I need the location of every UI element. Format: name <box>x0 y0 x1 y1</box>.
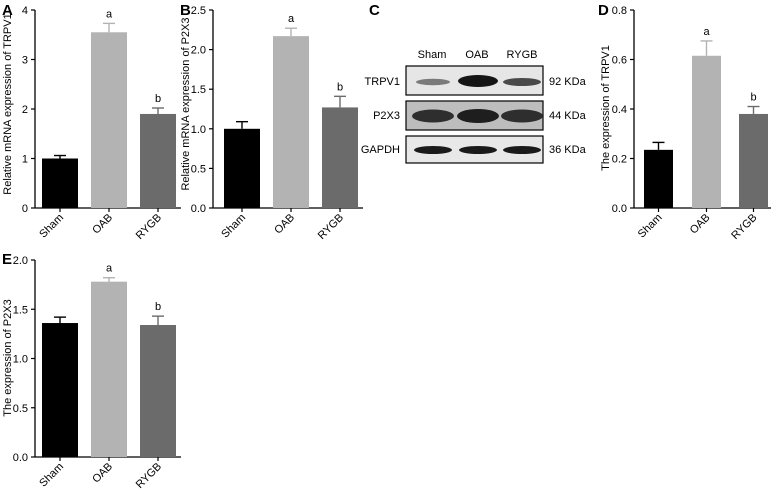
panel-letter-e: E <box>2 251 12 268</box>
panel-a-y-axis-label: Relative mRNA expression of TRPV1 <box>2 13 14 194</box>
panel-b-y-tick-label: 1.5 <box>191 84 206 96</box>
panel-d-y-tick-label: 0.4 <box>612 104 627 116</box>
panel-d-x-tick-label-sham: Sham <box>636 212 665 241</box>
panel-e-y-tick-label: 1.0 <box>13 354 28 366</box>
panel-a-significance-oab: a <box>106 8 113 20</box>
panel-a-bar-rygb <box>140 113 176 208</box>
blot-band-p2x3-rygb <box>501 109 543 123</box>
panel-b-plot: 0.0 0.5 1.0 1.5 2.0 2.5 Sham a OAB b RYGB <box>191 5 363 242</box>
blot-band-trpv1-oab <box>458 75 498 87</box>
panel-a-y-tick-label: 1 <box>22 154 28 166</box>
panel-d-x-tick-label-oab: OAB <box>688 212 713 237</box>
blot-size-trpv1: 92 KDa <box>549 76 587 88</box>
panel-b-y-axis-label: Relative mRNA expression of P2X3 <box>180 17 192 190</box>
panel-d-x-tick-label-rygb: RYGB <box>729 212 759 242</box>
panel-a-bar-sham <box>42 158 78 208</box>
panel-b-x-tick-label-sham: Sham <box>219 212 248 241</box>
panel-e-bar-oab <box>91 281 127 457</box>
panel-a-significance-rygb: b <box>155 93 161 105</box>
blot-row-label-gapdh: GAPDH <box>361 144 400 156</box>
blot-band-trpv1-sham <box>416 78 450 86</box>
panel-e-y-tick-label: 1.5 <box>13 304 28 316</box>
blot-row-label-trpv1: TRPV1 <box>365 76 400 88</box>
panel-d-plot: 0.0 0.2 0.4 0.6 0.8 Sham a OAB b RYGB <box>612 5 771 242</box>
panel-e-x-tick-label-rygb: RYGB <box>134 461 164 490</box>
panel-c-western-blot: C Sham OAB RYGB TRPV1 92 KDa P2X3 44 KDa… <box>361 2 587 164</box>
panel-d-significance-oab: a <box>703 26 710 38</box>
panel-b-significance-rygb: b <box>337 81 343 93</box>
panel-e-significance-rygb: b <box>155 301 161 313</box>
blot-band-p2x3-sham <box>412 109 454 123</box>
panel-a-y-tick-label: 0 <box>22 203 28 215</box>
panel-e-bar-rygb <box>140 325 176 457</box>
panel-letter-b: B <box>180 2 191 19</box>
panel-a-y-tick-label: 4 <box>22 5 28 17</box>
panel-e-y-axis-label: The expression of P2X3 <box>2 299 14 416</box>
panel-b-bar-oab <box>273 36 309 208</box>
panel-a-x-tick-label-rygb: RYGB <box>134 212 164 242</box>
panel-e-y-tick-label: 0.5 <box>13 403 28 415</box>
panel-d-significance-rygb: b <box>750 92 756 104</box>
panel-a-x-tick-label-sham: Sham <box>37 212 66 241</box>
panel-d-y-axis-label: The expression of TRPV1 <box>600 45 612 171</box>
blot-band-gapdh-rygb <box>503 146 541 154</box>
blot-size-gapdh: 36 KDa <box>549 144 587 156</box>
panel-letter-c: C <box>369 2 380 19</box>
panel-b-y-tick-label: 1.0 <box>191 124 206 136</box>
panel-a: A Relative mRNA expression of TRPV1 0 1 2 3… <box>2 2 181 242</box>
blot-lane-label-sham: Sham <box>418 49 447 61</box>
panel-e: E The expression of P2X3 0.0 0.5 1.0 1.5 2.0… <box>2 251 181 491</box>
panel-e-bar-sham <box>42 323 78 457</box>
blot-lane-label-rygb: RYGB <box>507 49 538 61</box>
panel-b-y-tick-label: 2.5 <box>191 5 206 17</box>
panel-a-plot: 0 1 2 3 4 Sham a OAB b RYGB <box>22 5 181 242</box>
panel-d-bar-rygb <box>739 113 768 208</box>
panel-b-y-tick-label: 0.5 <box>191 163 206 175</box>
panel-d-y-tick-label: 0.6 <box>612 55 627 67</box>
panel-d-bar-sham <box>644 149 673 208</box>
panel-d: D The expression of TRPV1 0.00.20.40.60.… <box>598 2 771 242</box>
blot-band-gapdh-oab <box>459 146 497 154</box>
panel-letter-d: D <box>598 2 609 19</box>
blot-lane-label-oab: OAB <box>465 49 488 61</box>
panel-e-significance-oab: a <box>106 263 113 275</box>
blot-row-label-p2x3: P2X3 <box>373 110 400 122</box>
panel-b-x-tick-label-oab: OAB <box>272 212 297 237</box>
panel-e-x-tick-label-sham: Sham <box>37 461 66 490</box>
blot-band-p2x3-oab <box>457 109 499 123</box>
panel-b-y-tick-label: 0.0 <box>191 203 206 215</box>
blot-band-trpv1-rygb <box>503 78 541 86</box>
panel-a-y-tick-label: 3 <box>22 55 28 67</box>
panel-d-y-tick-label: 0.0 <box>612 203 627 215</box>
panel-b-x-tick-label-rygb: RYGB <box>316 212 346 242</box>
panel-e-plot: 0.0 0.5 1.0 1.5 2.0 Sham a OAB b RYGB <box>13 255 181 491</box>
panel-e-y-tick-label: 0.0 <box>13 452 28 464</box>
panel-e-x-tick-label-oab: OAB <box>90 461 115 486</box>
blot-size-p2x3: 44 KDa <box>549 110 587 122</box>
panel-a-y-tick-label: 2 <box>22 104 28 116</box>
panel-b-y-tick-label: 2.0 <box>191 45 206 57</box>
panel-b-significance-oab: a <box>288 13 295 25</box>
panel-b-bar-sham <box>224 128 260 208</box>
panel-d-y-tick-label: 0.8 <box>612 5 627 17</box>
panel-b-bar-rygb <box>322 107 358 208</box>
panel-a-bar-oab <box>91 32 127 209</box>
blot-band-gapdh-sham <box>414 146 452 154</box>
panel-d-bar-oab <box>692 55 721 208</box>
panel-a-x-tick-label-oab: OAB <box>90 212 115 237</box>
panel-b: B Relative mRNA expression of P2X3 0.00.… <box>180 2 363 242</box>
panel-letter-a: A <box>2 2 13 19</box>
panel-e-y-tick-label: 2.0 <box>13 255 28 267</box>
panel-d-y-tick-label: 0.2 <box>612 154 627 166</box>
